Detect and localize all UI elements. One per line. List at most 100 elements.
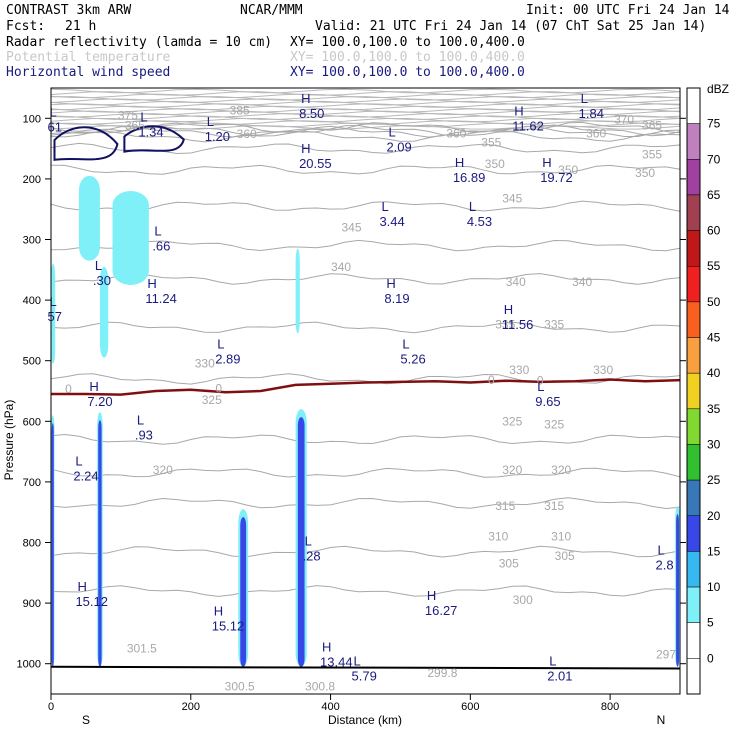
wind-extremum-type: L — [140, 109, 147, 124]
colorbar-frame — [686, 87, 701, 695]
x-tick-label: 600 — [461, 701, 479, 713]
freezing-level-label: 0 — [537, 374, 544, 388]
wind-extremum-value: 2.24 — [73, 469, 98, 484]
colorbar-box — [686, 87, 701, 124]
theta-label: 300.8 — [305, 680, 335, 694]
wind-extremum-type: H — [77, 579, 86, 594]
theta-label: 310 — [551, 529, 571, 543]
wind-extremum-type: H — [427, 588, 436, 603]
wind-extremum-type: L — [217, 337, 224, 352]
theta-label: 299.8 — [427, 666, 457, 680]
theta-label: 340 — [572, 275, 592, 289]
y-tick-label: 100 — [23, 113, 41, 125]
theta-label: 355 — [481, 136, 501, 150]
theta-label: 360 — [446, 126, 466, 140]
colorbar-label: 20 — [707, 509, 721, 523]
wind-contour — [53, 126, 119, 161]
freezing-level-line — [51, 378, 681, 396]
y-tick-label: 500 — [23, 356, 41, 368]
colorbar-label: 60 — [707, 224, 721, 238]
header-field-reflectivity: Radar reflectivity (lamda = 10 cm) — [6, 35, 272, 50]
colorbar-box — [686, 515, 701, 552]
wind-extremum-type: L — [137, 412, 144, 427]
colorbar-label: 75 — [707, 117, 721, 131]
wind-extremum-type: H — [89, 379, 98, 394]
wind-extremum-value: 2.01 — [547, 669, 572, 684]
theta-label: 325 — [202, 393, 222, 407]
theta-contour-upper — [50, 108, 681, 113]
theta-label: 315 — [544, 499, 564, 513]
theta-label: 365 — [125, 119, 145, 133]
wind-contour — [123, 125, 185, 153]
wind-extremum-value: 5.26 — [400, 352, 425, 367]
wind-extremum-value: 2.8 — [656, 558, 674, 573]
theta-label: 305 — [499, 557, 519, 571]
theta-label: 305 — [555, 549, 575, 563]
colorbar-box — [686, 230, 701, 267]
wind-extremum-type: L — [49, 105, 56, 120]
wind-extremum-type: L — [381, 199, 388, 214]
theta-label: 335 — [495, 317, 515, 331]
wind-extremum-value: 13.44 — [320, 655, 353, 670]
y-axis-label: Pressure (hPa) — [2, 400, 16, 481]
header-fcst-value: 21 h — [65, 19, 96, 34]
header-field-wind: Horizontal wind speed — [6, 65, 170, 80]
wind-extremum-type: H — [214, 603, 223, 618]
wind-extremum-value: 15.12 — [212, 618, 245, 633]
wind-extremum-type: L — [354, 654, 361, 669]
colorbar: 0 5 10 15 20 25 30 35 40 45 50 55 60 65 70 75 — [686, 87, 721, 695]
theta-contour-365 — [50, 125, 681, 138]
theta-label: 325 — [544, 417, 564, 431]
colorbar-label: 45 — [707, 331, 721, 345]
colorbar-box — [686, 586, 701, 623]
wind-extremum-value: 11.62 — [512, 118, 544, 133]
wind-extremum-value: .28 — [303, 549, 321, 564]
theta-contour-upper — [50, 117, 681, 123]
colorbar-box — [686, 622, 701, 659]
theta-label: 360 — [586, 126, 606, 140]
colorbar-label: 30 — [707, 437, 721, 451]
x-end-label-right: N — [657, 713, 666, 727]
wind-extremum-value: 1.34 — [138, 124, 163, 139]
theta-label: 320 — [502, 463, 522, 477]
wind-extremum-type: H — [504, 302, 513, 317]
wind-extremum-value: 1.20 — [205, 129, 230, 144]
plot-area: 0 0 0 0 375 385 370 365 365 360 360 360 355 355 350 350… — [47, 88, 681, 694]
colorbar-box — [686, 444, 701, 481]
freezing-level-label: 0 — [488, 373, 495, 387]
wind-extremum-type: H — [322, 640, 331, 655]
theta-contour-upper — [50, 96, 681, 101]
wind-extremum-value: 1.84 — [579, 106, 604, 121]
theta-label: 330 — [195, 357, 215, 371]
wind-extremum-value: 11.56 — [502, 317, 534, 332]
colorbar-label: 25 — [707, 473, 721, 487]
colorbar-label: 40 — [707, 366, 721, 380]
header-model: CONTRAST 3km ARW — [6, 3, 131, 18]
header-init: Init: 00 UTC Fri 24 Jan 14 — [526, 3, 730, 18]
colorbar-label: 35 — [707, 402, 721, 416]
colorbar-box — [686, 408, 701, 445]
colorbar-label: 70 — [707, 152, 721, 166]
colorbar-label: 10 — [707, 580, 721, 594]
x-tick-label: 400 — [321, 701, 339, 713]
theta-contour-315 — [50, 467, 681, 478]
reflectivity-cell — [112, 191, 149, 285]
theta-label: 355 — [642, 148, 662, 162]
theta-contour-upper — [50, 105, 681, 111]
wind-extremum-value: 16.27 — [425, 603, 458, 618]
wind-extremum-value: 57 — [47, 309, 61, 324]
wind-extremum-type: H — [301, 141, 310, 156]
reflectivity-cell — [295, 248, 300, 334]
reflectivity-core — [98, 420, 102, 667]
x-end-label-left: S — [82, 713, 90, 727]
wind-extremum-type: H — [455, 155, 464, 170]
theta-label: 370 — [614, 113, 634, 127]
colorbar-box — [686, 337, 701, 374]
wind-extremum-value: 9.65 — [535, 394, 560, 409]
wind-extremum-type: L — [49, 294, 56, 309]
wind-extremum-type: L — [207, 114, 214, 129]
theta-label: 320 — [551, 463, 571, 477]
theta-label: 350 — [558, 163, 578, 177]
wind-extremum-type: L — [154, 223, 161, 238]
